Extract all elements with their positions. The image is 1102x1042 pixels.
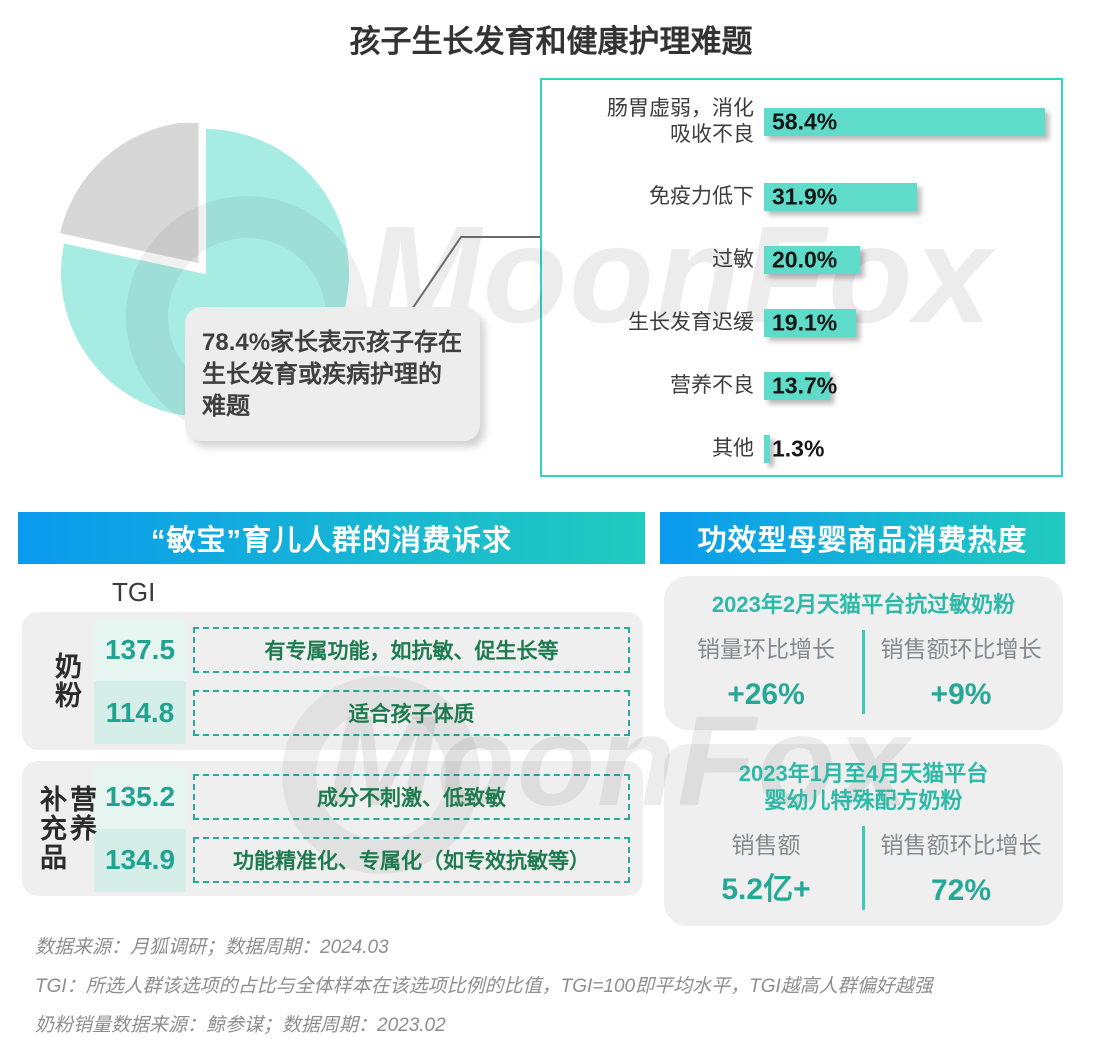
- bar-fill: 1.3%: [764, 435, 824, 463]
- bar-value-label: 19.1%: [772, 309, 838, 336]
- tgi-value: 137.5: [104, 633, 176, 665]
- metric-label: 销量环比增长: [697, 636, 835, 662]
- metric-right: 销售额环比增长 72%: [865, 824, 1057, 912]
- metric-card-special-formula-milk: 2023年1月至4月天猫平台 婴幼儿特殊配方奶粉 销售额 5.2亿+ 销售额环比…: [664, 744, 1063, 926]
- bar-category-label: 营养不良: [670, 374, 754, 397]
- tgi-value-cell: 114.8: [94, 681, 186, 744]
- tgi-value: 135.2: [104, 781, 176, 812]
- metric-left: 销售额 5.2亿+: [670, 824, 862, 912]
- section-header-consumer-demand: “敏宝”育儿人群的消费诉求: [18, 512, 645, 564]
- page-title: 孩子生长发育和健康护理难题: [349, 24, 753, 59]
- demand-text: 成分不刺激、低致敏: [317, 787, 506, 810]
- tgi-column-label: TGI: [112, 577, 156, 607]
- demand-text: 适合孩子体质: [348, 702, 475, 726]
- footnote-sales-source: 奶粉销量数据来源：鲸参谋；数据周期：2023.02: [35, 1015, 446, 1036]
- metric-row: 销量环比增长 +26% 销售额环比增长 +9%: [670, 628, 1057, 716]
- bar-category-label: 其他: [712, 437, 754, 460]
- bar-category-label: 生长发育迟缓: [628, 311, 754, 334]
- metric-left: 销量环比增长 +26%: [670, 628, 862, 716]
- bar-row: 过敏 20.0%: [542, 246, 1049, 274]
- tgi-value: 114.8: [105, 696, 175, 728]
- category-label-nutrition-supplement: 营养 补充品: [36, 785, 96, 872]
- bar-track: 13.7%: [764, 372, 1049, 400]
- bar-row: 营养不良 13.7%: [542, 372, 1049, 400]
- bar-row: 肠胃虚弱，消化 吸收不良 58.4%: [542, 96, 1049, 148]
- tgi-value-column: 135.2 134.9: [94, 765, 186, 892]
- metric-divider: [862, 630, 865, 714]
- bar-track: 19.1%: [764, 309, 1049, 337]
- metric-label: 销售额: [731, 832, 801, 858]
- bar-category-label: 肠胃虚弱，消化 吸收不良: [607, 97, 754, 146]
- metric-value: 72%: [930, 874, 992, 907]
- section-header-consumption-heat: 功效型母婴商品消费热度: [660, 512, 1065, 564]
- bar-track: 31.9%: [764, 183, 1049, 211]
- bar-fill: 19.1%: [764, 309, 856, 337]
- bar-fill: 13.7%: [764, 372, 837, 400]
- bar-value-label: 31.9%: [772, 183, 838, 210]
- footnotes: 数据来源：月狐调研；数据周期：2024.03 TGI：所选人群该选项的占比与全体…: [35, 936, 1085, 1042]
- bar-row: 其他 1.3%: [542, 435, 1049, 463]
- bar-track: 58.4%: [764, 108, 1049, 136]
- tgi-value-cell: 135.2: [94, 765, 186, 829]
- metric-label: 销售额环比增长: [880, 636, 1042, 662]
- card-title: 2023年1月至4月天猫平台 婴幼儿特殊配方奶粉: [738, 761, 989, 813]
- card-title: 2023年2月天猫平台抗过敏奶粉: [711, 592, 1016, 617]
- bar-value-label: 58.4%: [772, 108, 838, 135]
- category-label-milk-powder: 奶粉: [51, 652, 81, 710]
- bar-track: 1.3%: [764, 435, 1049, 463]
- demand-box: 适合孩子体质: [193, 689, 630, 736]
- metric-card-antiallergy-milk: 2023年2月天猫平台抗过敏奶粉 销量环比增长 +26% 销售额环比增长 +9%: [664, 576, 1063, 730]
- bar-value-label: 13.7%: [772, 372, 838, 399]
- metric-divider: [862, 826, 865, 910]
- metric-value: 5.2亿+: [721, 873, 811, 906]
- bar-chart-panel: 肠胃虚弱，消化 吸收不良 58.4% 免疫力低下 31.9% 过敏 20.0%: [540, 78, 1063, 477]
- tgi-group-milk-powder: 奶粉 137.5 114.8 有专属功能，如抗敏、促生长等 适合孩子体质: [22, 612, 643, 750]
- demand-box: 功能精准化、专属化（如专效抗敏等）: [193, 837, 630, 883]
- metric-value: +26%: [727, 678, 805, 711]
- tgi-value-cell: 137.5: [94, 618, 186, 681]
- metric-right: 销售额环比增长 +9%: [865, 628, 1057, 716]
- bar-category-label: 免疫力低下: [649, 185, 754, 208]
- bar-fill: 31.9%: [764, 183, 917, 211]
- bar-value-label: 1.3%: [772, 435, 825, 462]
- demand-box-column: 有专属功能，如抗敏、促生长等 适合孩子体质: [193, 626, 630, 736]
- bar-row: 免疫力低下 31.9%: [542, 183, 1049, 211]
- bar-category-label: 过敏: [712, 248, 754, 271]
- demand-text: 有专属功能，如抗敏、促生长等: [264, 639, 559, 663]
- tgi-value: 134.9: [104, 844, 176, 875]
- demand-box: 成分不刺激、低致敏: [193, 774, 630, 820]
- bar-row: 生长发育迟缓 19.1%: [542, 309, 1049, 337]
- metric-value: +9%: [930, 678, 992, 711]
- pie-slice-rest: [56, 123, 202, 267]
- demand-box: 有专属功能，如抗敏、促生长等: [193, 626, 630, 673]
- demand-box-column: 成分不刺激、低致敏 功能精准化、专属化（如专效抗敏等）: [193, 774, 630, 883]
- tgi-group-nutrition-supplement: 营养 补充品 135.2 134.9 成分不刺激、低致敏 功能精准化、专属化（如…: [22, 761, 643, 896]
- demand-text: 功能精准化、专属化（如专效抗敏等）: [233, 850, 590, 873]
- bar-track: 20.0%: [764, 246, 1049, 274]
- footnote-source: 数据来源：月狐调研；数据周期：2024.03: [35, 937, 389, 958]
- metric-row: 销售额 5.2亿+ 销售额环比增长 72%: [670, 824, 1057, 912]
- tgi-value-cell: 134.9: [94, 828, 186, 892]
- tgi-value-column: 137.5 114.8: [94, 618, 186, 744]
- bar-value-label: 20.0%: [772, 246, 838, 273]
- metric-label: 销售额环比增长: [880, 832, 1042, 858]
- footnote-tgi-definition: TGI：所选人群该选项的占比与全体样本在该选项比例的比值，TGI=100即平均水…: [35, 976, 933, 997]
- pie-callout-bubble: 78.4%家长表示孩子存在生长发育或疾病护理的难题: [185, 307, 480, 441]
- bar-fill: 20.0%: [764, 246, 860, 274]
- bar-fill: 58.4%: [764, 108, 1045, 136]
